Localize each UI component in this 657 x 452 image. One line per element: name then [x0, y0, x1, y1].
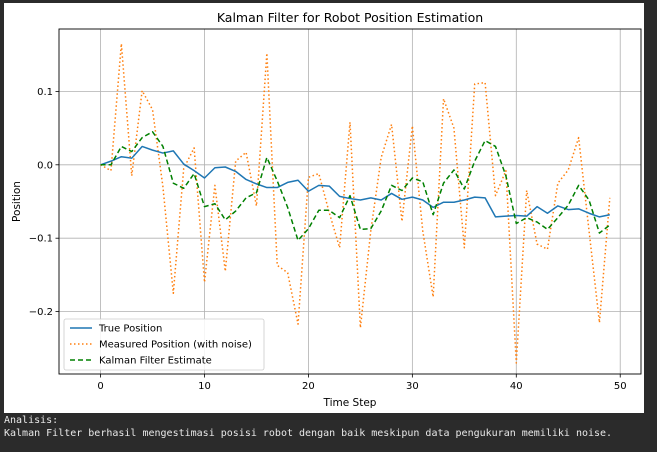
ticks: 0 10 20 30 40 50 −0.2 −0.1 0.0 0.1	[29, 87, 627, 392]
y-tick-label: −0.2	[29, 307, 53, 318]
output-line-text: Kalman Filter berhasil mengestimasi posi…	[4, 428, 613, 439]
x-tick-label: 50	[614, 381, 627, 392]
grid	[59, 29, 641, 374]
legend-box	[63, 318, 265, 371]
x-tick-label: 10	[198, 381, 211, 392]
plot-frame	[58, 28, 642, 375]
series-group	[100, 42, 611, 364]
legend: True Position Measured Position (with no…	[63, 318, 265, 371]
x-tick-label: 0	[97, 381, 103, 392]
y-tick-label: 0.0	[37, 160, 53, 171]
legend-label-kalman-estimate: Kalman Filter Estimate	[99, 356, 212, 367]
x-tick-label: 20	[302, 381, 315, 392]
chart-title: Kalman Filter for Robot Position Estimat…	[217, 10, 483, 25]
chart-figure: Kalman Filter for Robot Position Estimat…	[4, 3, 644, 413]
legend-label-true-position: True Position	[98, 324, 162, 335]
y-tick-label: −0.1	[29, 234, 53, 245]
output-line-heading: Analisis:	[4, 415, 59, 426]
series-line-true-position	[100, 145, 610, 218]
y-tick-label: 0.1	[37, 87, 53, 98]
x-tick-label: 30	[406, 381, 419, 392]
output-cell: Analisis: Kalman Filter berhasil mengesti…	[4, 414, 654, 440]
x-tick-label: 40	[510, 381, 523, 392]
x-axis-label: Time Step	[323, 397, 377, 409]
series-line-kalman-filter-estimate	[100, 131, 611, 242]
chart-svg: Kalman Filter for Robot Position Estimat…	[11, 10, 642, 409]
legend-label-measured-position: Measured Position (with noise)	[99, 340, 252, 351]
y-axis-label: Position	[11, 181, 23, 222]
